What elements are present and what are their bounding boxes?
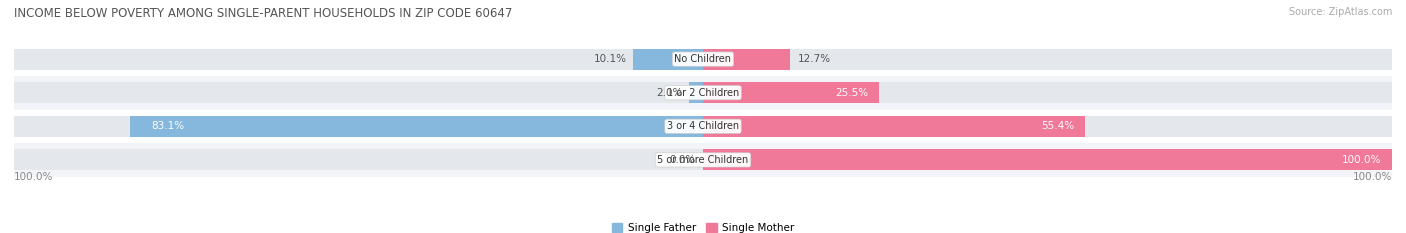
Text: 100.0%: 100.0% xyxy=(1343,155,1382,165)
Bar xyxy=(14,42,1392,76)
Bar xyxy=(703,49,790,69)
Bar xyxy=(703,150,1392,170)
Bar xyxy=(131,116,703,137)
Bar xyxy=(703,116,1392,137)
Text: 83.1%: 83.1% xyxy=(152,121,184,131)
Bar xyxy=(14,110,1392,143)
Text: 25.5%: 25.5% xyxy=(835,88,869,98)
Text: 3 or 4 Children: 3 or 4 Children xyxy=(666,121,740,131)
Text: Source: ZipAtlas.com: Source: ZipAtlas.com xyxy=(1288,7,1392,17)
Text: 1 or 2 Children: 1 or 2 Children xyxy=(666,88,740,98)
Bar xyxy=(634,49,703,69)
Bar xyxy=(14,82,703,103)
Bar xyxy=(703,82,1392,103)
Text: 12.7%: 12.7% xyxy=(797,54,831,64)
Bar xyxy=(14,150,703,170)
Bar xyxy=(689,82,703,103)
Legend: Single Father, Single Mother: Single Father, Single Mother xyxy=(607,219,799,233)
Text: 100.0%: 100.0% xyxy=(1353,172,1392,182)
Text: 100.0%: 100.0% xyxy=(14,172,53,182)
Bar xyxy=(703,49,1392,69)
Text: 2.0%: 2.0% xyxy=(657,88,682,98)
Bar xyxy=(14,76,1392,110)
Bar xyxy=(703,150,1392,170)
Text: No Children: No Children xyxy=(675,54,731,64)
Text: INCOME BELOW POVERTY AMONG SINGLE-PARENT HOUSEHOLDS IN ZIP CODE 60647: INCOME BELOW POVERTY AMONG SINGLE-PARENT… xyxy=(14,7,512,20)
Bar xyxy=(14,49,703,69)
Bar xyxy=(14,143,1392,177)
Bar xyxy=(703,116,1084,137)
Text: 55.4%: 55.4% xyxy=(1042,121,1074,131)
Bar xyxy=(14,116,703,137)
Text: 10.1%: 10.1% xyxy=(593,54,627,64)
Text: 0.0%: 0.0% xyxy=(669,155,696,165)
Bar xyxy=(703,82,879,103)
Text: 5 or more Children: 5 or more Children xyxy=(658,155,748,165)
